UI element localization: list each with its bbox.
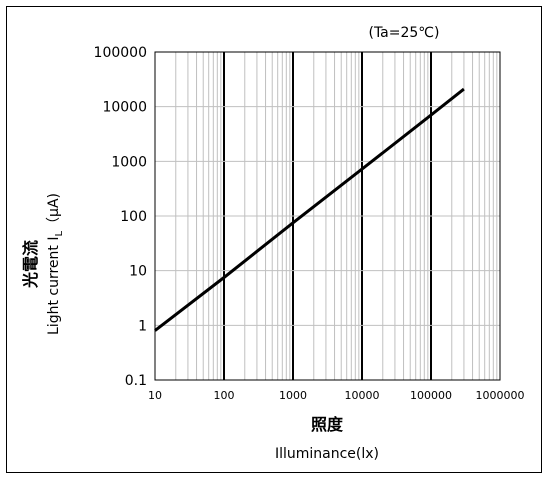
y-axis-label: 光電流 Light current IL（μA) <box>21 193 65 335</box>
x-axis-label-ja: 照度 <box>311 415 344 434</box>
y-axis-label-en-unit: （μA) <box>46 193 62 231</box>
y-axis-label-en-sub: L <box>54 231 65 237</box>
y-axis-label-ja: 光電流 <box>21 240 40 289</box>
series-line <box>154 87 465 332</box>
y-tick-label: 1000 <box>111 154 147 170</box>
y-axis-label-en: Light current IL（μA) <box>46 193 65 335</box>
x-tick-label: 100 <box>214 389 235 402</box>
x-tick-label: 10 <box>148 389 162 402</box>
x-tick-label: 1000 <box>279 389 307 402</box>
condition-annotation: (Ta=25℃) <box>368 25 439 41</box>
y-tick-label: 100 <box>120 209 147 225</box>
y-axis-label-en-prefix: Light current I <box>46 237 62 335</box>
y-tick-label: 0.1 <box>125 373 147 389</box>
x-tick-label: 100000 <box>410 389 452 402</box>
x-axis-label-en: Illuminance(lx) <box>275 446 379 462</box>
y-tick-label: 1 <box>138 318 147 334</box>
y-tick-label: 10 <box>129 264 147 280</box>
y-tick-label: 10000 <box>102 100 147 116</box>
y-tick-label: 100000 <box>94 45 147 61</box>
y-tick-labels: 100000 10000 1000 100 10 1 0.1 <box>94 45 147 389</box>
plot-border <box>154 51 501 381</box>
x-tick-labels: 10 100 1000 10000 100000 1000000 <box>148 389 525 402</box>
x-tick-label: 10000 <box>345 389 380 402</box>
series-layer <box>154 87 465 332</box>
x-tick-label: 1000000 <box>476 389 525 402</box>
